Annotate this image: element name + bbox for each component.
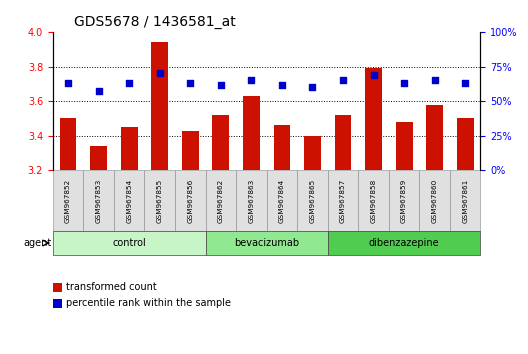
Text: dibenzazepine: dibenzazepine <box>369 238 439 248</box>
Bar <box>175 170 205 231</box>
Bar <box>243 96 260 170</box>
Bar <box>114 170 145 231</box>
Text: control: control <box>112 238 146 248</box>
Point <box>370 72 378 78</box>
Bar <box>365 68 382 170</box>
Bar <box>297 170 328 231</box>
Point <box>278 82 286 87</box>
Text: GSM967857: GSM967857 <box>340 179 346 223</box>
Bar <box>328 231 480 255</box>
Bar <box>267 170 297 231</box>
Bar <box>457 119 474 170</box>
Bar <box>395 122 412 170</box>
Bar <box>335 115 352 170</box>
Text: GSM967856: GSM967856 <box>187 179 193 223</box>
Bar <box>426 105 443 170</box>
Text: GSM967861: GSM967861 <box>462 179 468 223</box>
Text: GSM967855: GSM967855 <box>157 179 163 223</box>
Point <box>95 88 103 94</box>
Bar <box>450 170 480 231</box>
Bar <box>212 115 229 170</box>
Text: GSM967863: GSM967863 <box>248 179 254 223</box>
Point <box>125 80 134 86</box>
Bar <box>152 42 168 170</box>
Text: GSM967854: GSM967854 <box>126 179 132 223</box>
Bar <box>182 131 199 170</box>
Bar <box>60 119 77 170</box>
Bar <box>205 231 328 255</box>
Point <box>247 78 256 83</box>
Text: percentile rank within the sample: percentile rank within the sample <box>66 298 231 308</box>
Bar <box>53 231 205 255</box>
Text: GSM967859: GSM967859 <box>401 179 407 223</box>
Text: GSM967853: GSM967853 <box>96 179 101 223</box>
Text: GSM967865: GSM967865 <box>309 179 315 223</box>
Point <box>64 80 72 86</box>
Bar <box>53 170 83 231</box>
Text: GSM967860: GSM967860 <box>432 179 438 223</box>
Point <box>339 78 347 83</box>
Point <box>308 85 317 90</box>
Point <box>430 78 439 83</box>
Text: GSM967852: GSM967852 <box>65 179 71 223</box>
Text: GDS5678 / 1436581_at: GDS5678 / 1436581_at <box>74 16 236 29</box>
Point <box>186 80 194 86</box>
Point <box>216 82 225 87</box>
Bar <box>145 170 175 231</box>
Bar <box>328 170 359 231</box>
Bar <box>90 146 107 170</box>
Point <box>156 70 164 76</box>
Bar <box>389 170 419 231</box>
Bar <box>121 127 138 170</box>
Bar <box>304 136 321 170</box>
Text: bevacizumab: bevacizumab <box>234 238 299 248</box>
Text: GSM967864: GSM967864 <box>279 179 285 223</box>
Text: agent: agent <box>23 238 51 248</box>
Bar <box>236 170 267 231</box>
Bar <box>419 170 450 231</box>
Bar <box>359 170 389 231</box>
Text: GSM967862: GSM967862 <box>218 179 224 223</box>
Bar <box>83 170 114 231</box>
Text: GSM967858: GSM967858 <box>371 179 376 223</box>
Point <box>461 80 469 86</box>
Bar <box>205 170 236 231</box>
Text: transformed count: transformed count <box>66 282 157 292</box>
Bar <box>274 125 290 170</box>
Point <box>400 80 408 86</box>
